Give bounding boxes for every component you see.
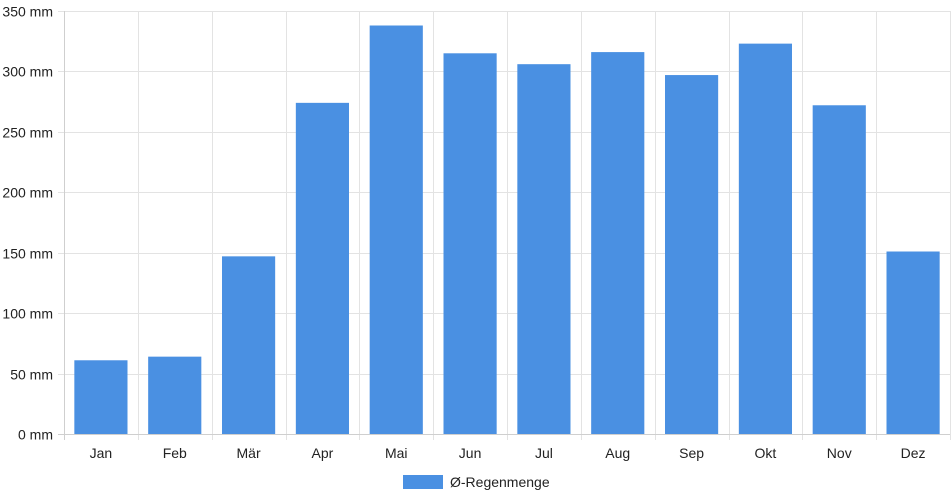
bar-jun[interactable]: [443, 53, 497, 435]
bar-sep[interactable]: [665, 75, 719, 434]
y-tick-label: 150 mm: [2, 246, 53, 262]
y-tick-label: 250 mm: [2, 125, 53, 141]
grid-layer: [58, 11, 951, 440]
y-tick-label: 50 mm: [10, 367, 53, 383]
legend-label[interactable]: Ø-Regenmenge: [450, 474, 550, 490]
y-tick-label: 350 mm: [2, 4, 53, 20]
y-tick-label: 100 mm: [2, 306, 53, 322]
x-tick-label: Nov: [827, 445, 852, 461]
x-tick-label: Jun: [459, 445, 482, 461]
x-tick-label: Jan: [90, 445, 113, 461]
x-tick-label: Dez: [901, 445, 926, 461]
x-tick-label: Mai: [385, 445, 408, 461]
y-tick-label: 300 mm: [2, 64, 53, 80]
x-tick-label: Jul: [535, 445, 553, 461]
x-tick-label: Mär: [237, 445, 261, 461]
bars-layer: [74, 25, 940, 435]
bar-mär[interactable]: [222, 256, 276, 434]
bar-okt[interactable]: [738, 43, 792, 434]
bar-jan[interactable]: [74, 360, 128, 434]
y-tick-label: 200 mm: [2, 185, 53, 201]
x-tick-label: Okt: [755, 445, 777, 461]
x-axis-labels: Jan Feb Mär Apr Mai Jun Jul Aug Sep Okt Nov Dez: [90, 445, 926, 461]
legend[interactable]: Ø-Regenmenge: [403, 474, 550, 490]
y-tick-label: 0 mm: [18, 427, 53, 443]
x-tick-label: Sep: [679, 445, 704, 461]
bar-feb[interactable]: [148, 356, 202, 434]
bar-jul[interactable]: [517, 64, 571, 435]
x-tick-label: Feb: [163, 445, 187, 461]
bar-mai[interactable]: [369, 25, 423, 434]
y-axis-labels: 0 mm 50 mm 100 mm 150 mm 200 mm 250 mm 300 mm 3…: [2, 4, 53, 443]
bar-dez[interactable]: [886, 251, 940, 434]
x-tick-label: Aug: [605, 445, 630, 461]
x-tick-label: Apr: [312, 445, 334, 461]
bar-nov[interactable]: [812, 105, 866, 435]
bar-aug[interactable]: [591, 52, 645, 434]
axes-layer: [58, 11, 950, 440]
legend-swatch[interactable]: [403, 475, 443, 489]
bar-apr[interactable]: [295, 102, 349, 434]
